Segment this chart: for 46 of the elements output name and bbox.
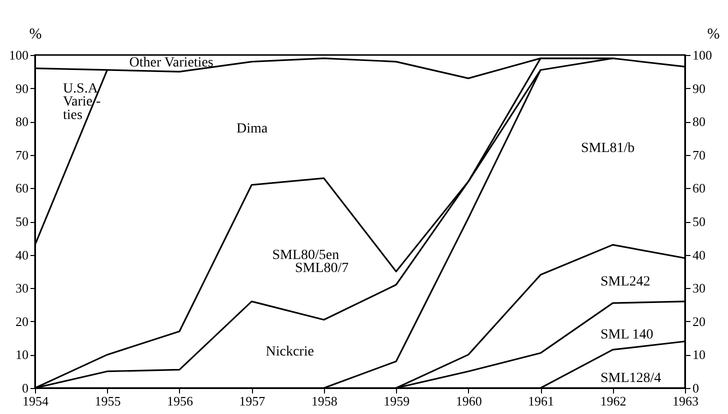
y2-tick-label: 80 bbox=[692, 114, 706, 130]
y2-tick-label: 30 bbox=[692, 280, 706, 296]
y-tick-label: 20 bbox=[16, 314, 28, 329]
y-tick-label: 70 bbox=[16, 147, 28, 162]
y-tick-label: 60 bbox=[16, 180, 28, 196]
y-tick-label: 80 bbox=[16, 114, 28, 130]
y-tick-label: 50 bbox=[16, 214, 28, 229]
y-tick-label: 0 bbox=[22, 380, 28, 396]
annotation: SML81/b bbox=[581, 141, 635, 156]
x-tick-label: 1959 bbox=[384, 394, 410, 408]
y2-tick-label: 10 bbox=[692, 347, 706, 362]
annotation: ties bbox=[62, 108, 82, 123]
y-tick-label: 90 bbox=[16, 80, 28, 96]
x-tick-label: 1960 bbox=[456, 394, 482, 408]
y2-tick-label: 70 bbox=[692, 147, 706, 162]
annotation: Other Varieties bbox=[129, 55, 214, 70]
y2-tick-label: 40 bbox=[692, 247, 706, 262]
y-axis-title: % bbox=[29, 26, 42, 42]
annotation: SML242 bbox=[600, 274, 650, 290]
annotation: Varie - bbox=[62, 94, 101, 110]
annotation: U.S.A bbox=[62, 81, 99, 96]
y-tick-label: 10 bbox=[16, 347, 28, 362]
y2-tick-label: 100 bbox=[692, 48, 712, 62]
annotation: Nickcrie bbox=[266, 344, 314, 360]
x-tick-label: 1961 bbox=[528, 394, 554, 408]
x-tick-label: 1963 bbox=[672, 394, 698, 408]
y2-tick-label: 0 bbox=[692, 380, 699, 396]
y-tick-label: 30 bbox=[16, 280, 28, 296]
annotation: SML80/5en bbox=[272, 248, 340, 263]
y2-tick-label: 60 bbox=[692, 180, 706, 196]
x-tick-label: 1962 bbox=[600, 394, 626, 408]
x-tick-label: 1957 bbox=[239, 394, 266, 408]
y2-tick-label: 90 bbox=[692, 80, 706, 96]
y2-axis-title: % bbox=[707, 26, 720, 42]
y2-tick-label: 50 bbox=[692, 214, 706, 229]
annotation: Dima bbox=[236, 121, 268, 136]
x-tick-label: 1956 bbox=[166, 394, 194, 408]
annotation: SML128/4 bbox=[600, 371, 662, 386]
y-tick-label: 100 bbox=[9, 48, 28, 62]
y2-tick-label: 20 bbox=[692, 314, 706, 329]
y-tick-label: 40 bbox=[16, 247, 28, 262]
x-tick-label: 1954 bbox=[22, 394, 49, 408]
annotation: SML 140 bbox=[600, 328, 654, 343]
x-tick-label: 1958 bbox=[311, 394, 338, 408]
annotation: SML80/7 bbox=[295, 261, 349, 276]
x-tick-label: 1955 bbox=[94, 394, 121, 408]
